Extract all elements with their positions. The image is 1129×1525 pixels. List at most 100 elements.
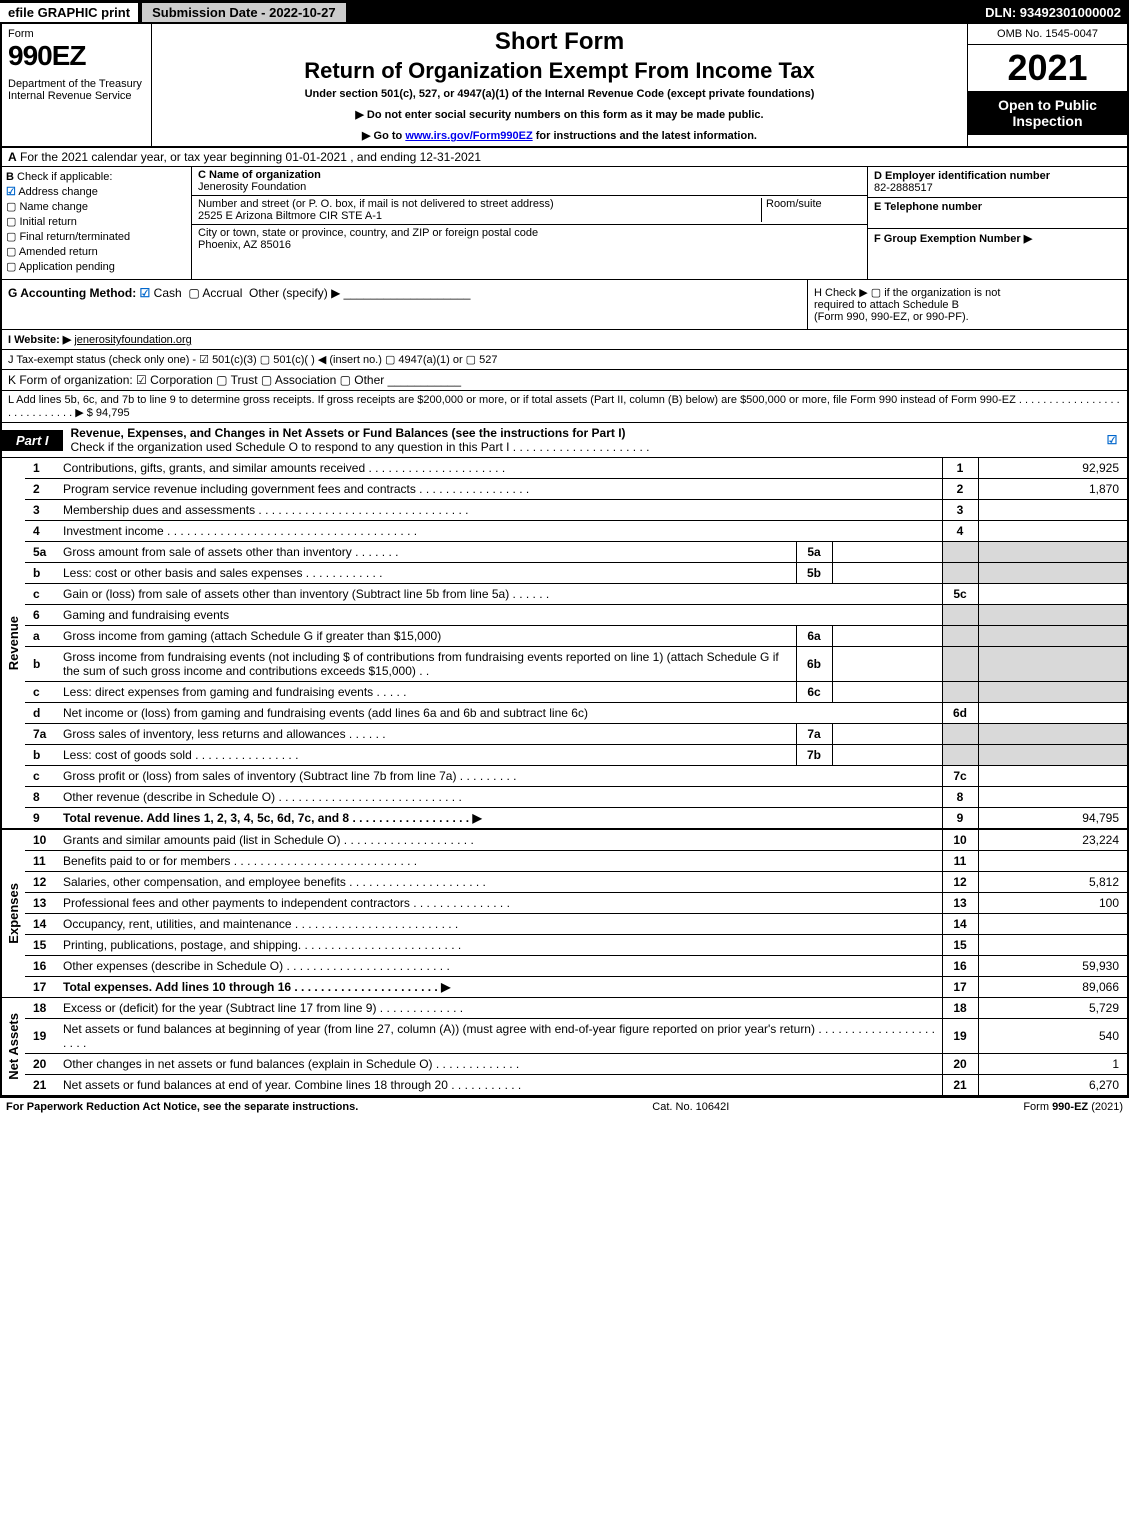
part-1-header: Part I Revenue, Expenses, and Changes in… xyxy=(0,423,1129,458)
line-row: 4Investment income . . . . . . . . . . .… xyxy=(1,521,1128,542)
line-desc: Gross income from gaming (attach Schedul… xyxy=(59,626,796,647)
row-j: J Tax-exempt status (check only one) - ☑… xyxy=(0,350,1129,370)
subline-amount xyxy=(832,682,942,703)
line-number: 20 xyxy=(25,1054,59,1075)
line-row: 20Other changes in net assets or fund ba… xyxy=(1,1054,1128,1075)
subline-amount xyxy=(832,745,942,766)
line-number: b xyxy=(25,563,59,584)
open-to-public: Open to Public Inspection xyxy=(968,91,1127,135)
website[interactable]: jenerosityfoundation.org xyxy=(74,334,191,346)
subline-number: 6b xyxy=(796,647,832,682)
line-row: 7aGross sales of inventory, less returns… xyxy=(1,724,1128,745)
line-amount xyxy=(978,682,1128,703)
line-ref xyxy=(942,745,978,766)
checkbox-icon: ☑ xyxy=(1107,433,1118,447)
b-title: Check if applicable: xyxy=(17,171,112,183)
line-amount xyxy=(978,935,1128,956)
line-ref: 2 xyxy=(942,479,978,500)
line-row: 8Other revenue (describe in Schedule O) … xyxy=(1,787,1128,808)
line-number: 8 xyxy=(25,787,59,808)
line-ref xyxy=(942,626,978,647)
line-number: 17 xyxy=(25,977,59,998)
omb-number: OMB No. 1545-0047 xyxy=(968,24,1127,45)
row-l: L Add lines 5b, 6c, and 7b to line 9 to … xyxy=(0,391,1129,423)
line-row: 16Other expenses (describe in Schedule O… xyxy=(1,956,1128,977)
line-desc: Occupancy, rent, utilities, and maintena… xyxy=(59,914,942,935)
header-left: Form 990EZ Department of the Treasury In… xyxy=(2,24,152,146)
line-number: 5a xyxy=(25,542,59,563)
line-row: Revenue1Contributions, gifts, grants, an… xyxy=(1,458,1128,479)
line-amount xyxy=(978,745,1128,766)
info-grid: B Check if applicable: ☑ Address change … xyxy=(0,167,1129,280)
line-amount xyxy=(978,500,1128,521)
line-desc: Gross amount from sale of assets other t… xyxy=(59,542,796,563)
line-desc: Other expenses (describe in Schedule O) … xyxy=(59,956,942,977)
line-row: 19Net assets or fund balances at beginni… xyxy=(1,1019,1128,1054)
header-center: Short Form Return of Organization Exempt… xyxy=(152,24,967,146)
line-row: cGross profit or (loss) from sales of in… xyxy=(1,766,1128,787)
line-row: bLess: cost of goods sold . . . . . . . … xyxy=(1,745,1128,766)
line-amount xyxy=(978,584,1128,605)
line-amount: 23,224 xyxy=(978,830,1128,851)
line-desc: Contributions, gifts, grants, and simila… xyxy=(59,458,942,479)
line-row: 17Total expenses. Add lines 10 through 1… xyxy=(1,977,1128,998)
line-amount xyxy=(978,521,1128,542)
netassets-table: Net Assets18Excess or (deficit) for the … xyxy=(0,998,1129,1097)
section-side-label: Revenue xyxy=(1,458,25,829)
cb-final-return[interactable]: ▢ Final return/terminated xyxy=(6,230,187,243)
line-number: 18 xyxy=(25,998,59,1019)
footer-right: Form 990-EZ (2021) xyxy=(1023,1101,1123,1113)
return-title: Return of Organization Exempt From Incom… xyxy=(162,58,957,84)
line-number: b xyxy=(25,745,59,766)
line-desc: Gaming and fundraising events xyxy=(59,605,942,626)
line-row: Expenses10Grants and similar amounts pai… xyxy=(1,830,1128,851)
line-row: 12Salaries, other compensation, and empl… xyxy=(1,872,1128,893)
line-amount: 5,812 xyxy=(978,872,1128,893)
section-b: B Check if applicable: ☑ Address change … xyxy=(2,167,192,279)
line-desc: Gross profit or (loss) from sales of inv… xyxy=(59,766,942,787)
line-number: 16 xyxy=(25,956,59,977)
cb-name-change[interactable]: ▢ Name change xyxy=(6,200,187,213)
efile-label: efile GRAPHIC print xyxy=(0,3,138,22)
line-ref: 17 xyxy=(942,977,978,998)
line-amount: 1 xyxy=(978,1054,1128,1075)
line-amount: 5,729 xyxy=(978,998,1128,1019)
cb-address-change[interactable]: ☑ Address change xyxy=(6,185,187,198)
line-desc: Other changes in net assets or fund bala… xyxy=(59,1054,942,1075)
line-amount xyxy=(978,851,1128,872)
footer-left: For Paperwork Reduction Act Notice, see … xyxy=(6,1101,358,1113)
part-1-check[interactable]: ☑ xyxy=(1097,433,1127,447)
revenue-table: Revenue1Contributions, gifts, grants, an… xyxy=(0,458,1129,829)
top-bar: efile GRAPHIC print Submission Date - 20… xyxy=(0,0,1129,24)
line-amount xyxy=(978,766,1128,787)
department: Department of the Treasury Internal Reve… xyxy=(8,78,145,102)
line-number: d xyxy=(25,703,59,724)
subline-amount xyxy=(832,647,942,682)
line-ref xyxy=(942,682,978,703)
header-right: OMB No. 1545-0047 2021 Open to Public In… xyxy=(967,24,1127,146)
submission-date: Submission Date - 2022-10-27 xyxy=(142,3,346,22)
l-text: L Add lines 5b, 6c, and 7b to line 9 to … xyxy=(8,394,1120,419)
cb-initial-return[interactable]: ▢ Initial return xyxy=(6,215,187,228)
irs-link[interactable]: www.irs.gov/Form990EZ xyxy=(405,130,532,142)
line-row: Net Assets18Excess or (deficit) for the … xyxy=(1,998,1128,1019)
line-amount xyxy=(978,703,1128,724)
line-amount: 100 xyxy=(978,893,1128,914)
line-row: bLess: cost or other basis and sales exp… xyxy=(1,563,1128,584)
line-row: 5aGross amount from sale of assets other… xyxy=(1,542,1128,563)
line-amount xyxy=(978,914,1128,935)
line-ref: 6d xyxy=(942,703,978,724)
cb-application-pending[interactable]: ▢ Application pending xyxy=(6,260,187,273)
line-ref xyxy=(942,647,978,682)
line-row: 11Benefits paid to or for members . . . … xyxy=(1,851,1128,872)
subline-number: 6c xyxy=(796,682,832,703)
cb-amended[interactable]: ▢ Amended return xyxy=(6,245,187,258)
line-row: 15Printing, publications, postage, and s… xyxy=(1,935,1128,956)
line-ref: 10 xyxy=(942,830,978,851)
line-number: 2 xyxy=(25,479,59,500)
line-ref: 4 xyxy=(942,521,978,542)
line-amount: 89,066 xyxy=(978,977,1128,998)
line-number: b xyxy=(25,647,59,682)
a-label: A xyxy=(8,150,17,164)
line-number: 3 xyxy=(25,500,59,521)
